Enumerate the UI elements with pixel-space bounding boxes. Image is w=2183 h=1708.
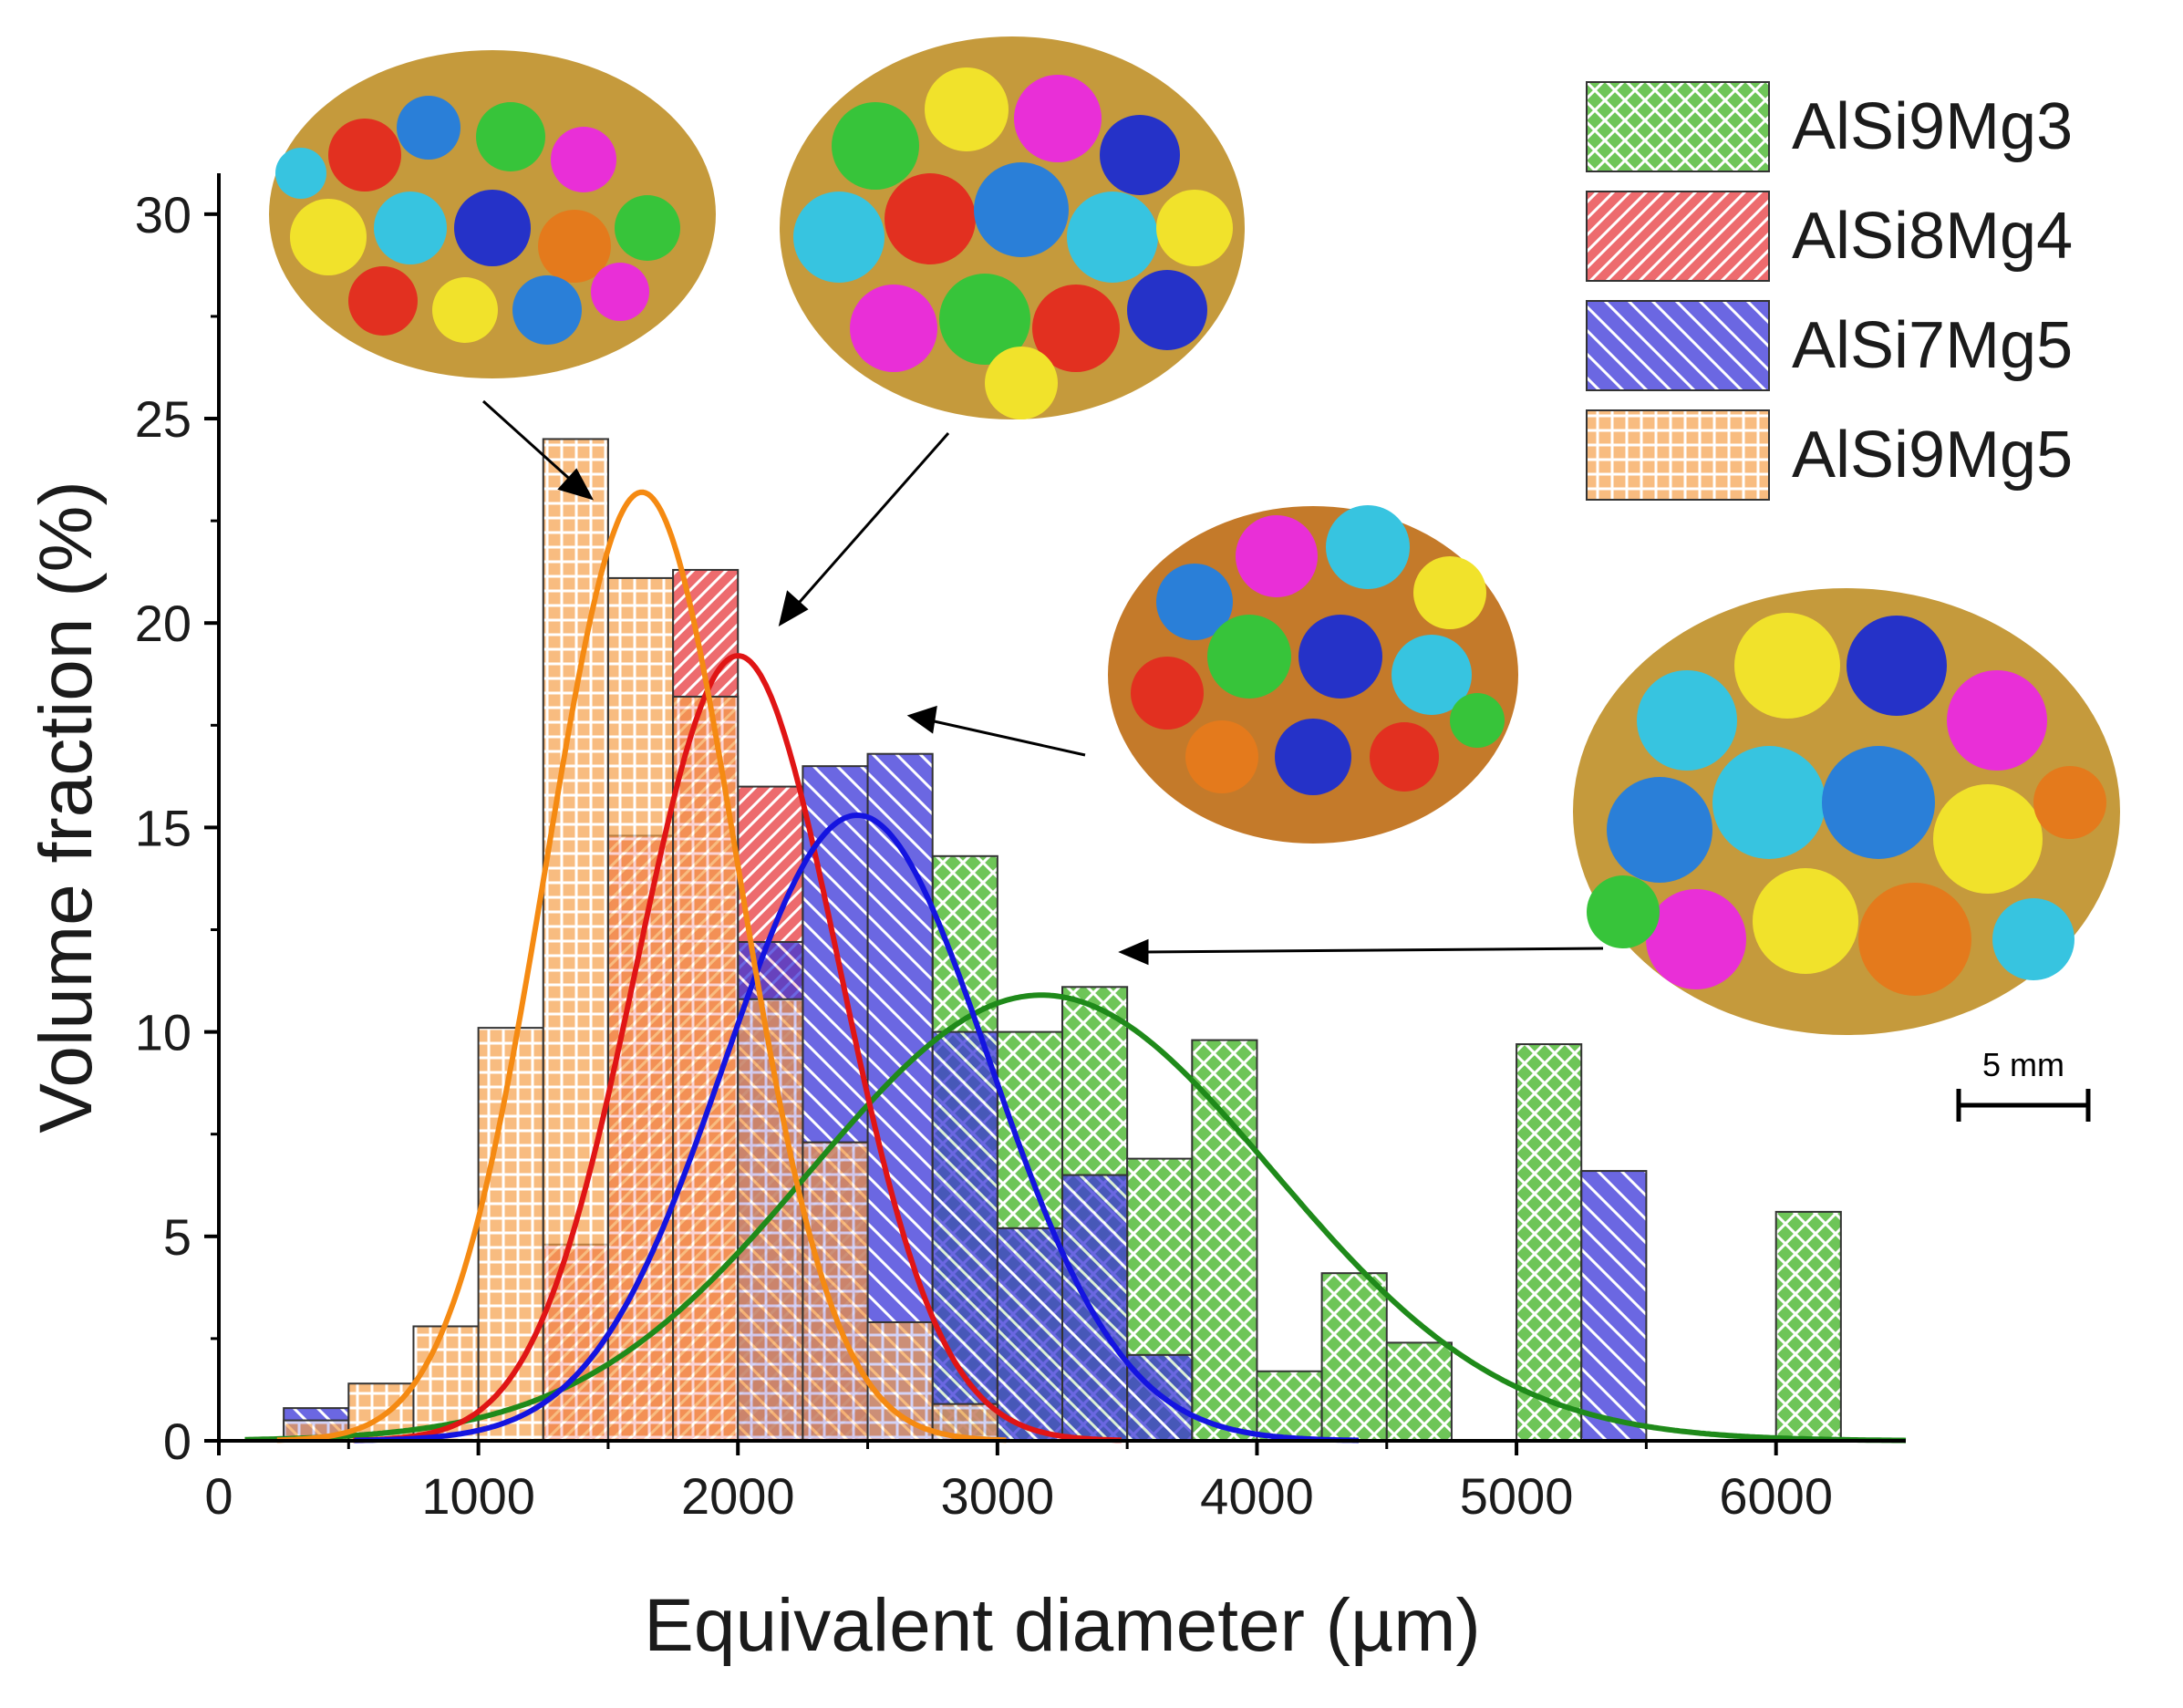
legend-label-alsi7mg5: AlSi7Mg5 — [1792, 309, 2073, 382]
x-tick-label-5000: 5000 — [1460, 1467, 1574, 1525]
legend-label-alsi9mg5: AlSi9Mg5 — [1792, 419, 2073, 492]
fit-curve-alsi8mg4 — [353, 653, 1122, 1444]
arrow-4 — [1143, 947, 1604, 954]
bar-alsi7mg5-3375 — [1061, 1174, 1129, 1442]
scale-bar-label: 5 mm — [1982, 1046, 2064, 1083]
arrow-3 — [929, 719, 1086, 757]
y-tick-label-0: 0 — [163, 1413, 191, 1470]
x-tick-label-4000: 4000 — [1200, 1467, 1314, 1525]
fit-curve-alsi7mg5 — [354, 812, 1360, 1444]
legend-label-alsi8mg4: AlSi8Mg4 — [1792, 200, 2073, 273]
bar-alsi9mg3-5125 — [1516, 1043, 1583, 1443]
y-tick-label-15: 15 — [135, 799, 191, 856]
series-alsi9mg5 — [283, 438, 998, 1443]
particle-image-4 — [1573, 588, 2120, 1035]
legend-swatch-alsi9mg5 — [1586, 409, 1770, 501]
curves-layer — [244, 489, 1907, 1444]
y-ticks: 0 5 10 15 20 25 30 — [135, 186, 219, 1470]
bar-alsi7mg5-5375 — [1580, 1170, 1648, 1443]
bar-alsi9mg3-3875 — [1191, 1039, 1258, 1443]
fit-curve-alsi9mg5 — [276, 489, 1007, 1444]
scale-bar: 5 mm — [1956, 1046, 2091, 1122]
y-axis-label: Volume fraction (%) — [25, 481, 108, 1133]
arrow-2-head — [778, 590, 809, 627]
x-ticks: 0 1000 2000 3000 4000 5000 6000 — [204, 1441, 1833, 1525]
fit-curve-alsi9mg3 — [244, 992, 1907, 1444]
arrow-3-head — [906, 705, 937, 734]
bar-alsi9mg5-2625 — [866, 1320, 934, 1443]
bars-layer — [283, 438, 1842, 1443]
bar-alsi9mg3-4125 — [1256, 1370, 1323, 1442]
legend-swatch-alsi9mg3 — [1586, 81, 1770, 172]
bar-alsi7mg5-3125 — [996, 1227, 1064, 1443]
arrow-1-head — [557, 468, 595, 501]
x-tick-label-0: 0 — [204, 1467, 233, 1525]
y-tick-label-30: 30 — [135, 186, 191, 243]
bar-alsi9mg3-4375 — [1320, 1272, 1388, 1442]
legend-swatch-alsi8mg4 — [1586, 191, 1770, 282]
y-tick-label-10: 10 — [135, 1004, 191, 1061]
particle-image-3 — [1108, 505, 1518, 844]
y-tick-label-20: 20 — [135, 595, 191, 652]
axes — [217, 173, 1906, 1443]
legend-label-alsi9mg3: AlSi9Mg3 — [1792, 90, 2073, 163]
legend-swatch-alsi7mg5 — [1586, 300, 1770, 391]
x-tick-label-1000: 1000 — [421, 1467, 535, 1525]
arrow-4-head — [1118, 938, 1149, 966]
particle-image-2 — [780, 36, 1245, 419]
x-tick-label-3000: 3000 — [941, 1467, 1055, 1525]
y-tick-label-25: 25 — [135, 390, 191, 448]
y-tick-label-5: 5 — [163, 1208, 191, 1266]
bar-alsi9mg5-2375 — [802, 1141, 869, 1442]
arrow-2 — [791, 432, 950, 610]
x-axis-label: Equivalent diameter (µm) — [644, 1584, 1481, 1667]
x-tick-label-6000: 6000 — [1719, 1467, 1833, 1525]
bar-alsi9mg3-6125 — [1774, 1210, 1842, 1442]
arrows — [481, 399, 1604, 966]
x-tick-label-2000: 2000 — [681, 1467, 795, 1525]
legend: AlSi9Mg3 AlSi8Mg4 AlSi7Mg5 AlSi9Mg5 — [1586, 81, 2073, 501]
particle-image-1 — [269, 50, 716, 378]
bar-alsi9mg3-4625 — [1385, 1341, 1453, 1442]
bar-alsi9mg5-1625 — [606, 576, 675, 1442]
arrow-1 — [481, 399, 576, 485]
